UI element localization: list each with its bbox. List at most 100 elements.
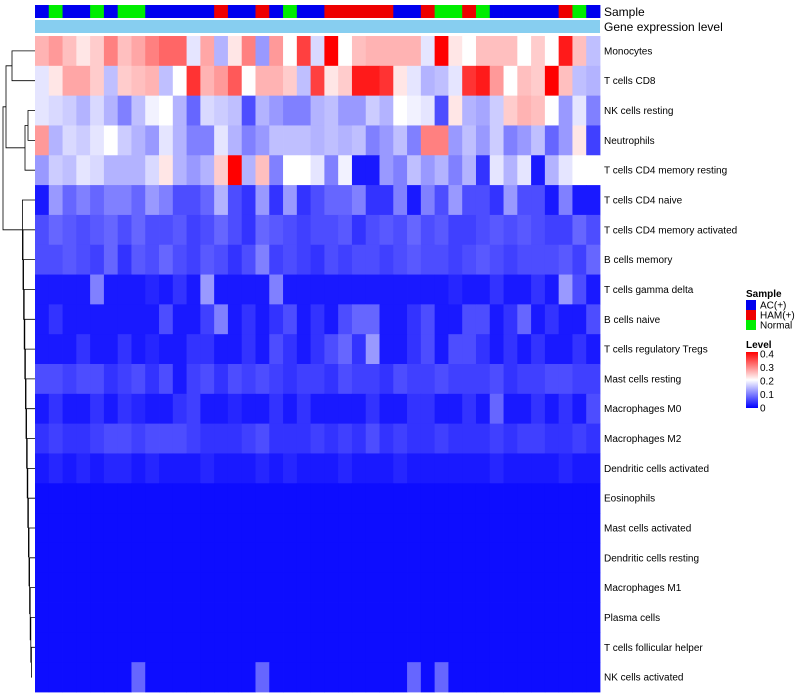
heatmap-cell xyxy=(544,423,560,454)
heatmap-cell xyxy=(310,483,325,514)
heatmap-cell xyxy=(269,453,284,484)
heatmap-cell xyxy=(186,334,201,365)
heatmap-cell xyxy=(241,155,256,186)
heatmap-cell xyxy=(62,513,77,544)
heatmap-cell xyxy=(200,244,215,275)
heatmap-cell xyxy=(489,65,504,97)
heatmap-cell xyxy=(200,214,215,246)
heatmap-cell xyxy=(296,334,312,365)
heatmap-cell xyxy=(269,542,284,574)
heatmap-cell xyxy=(544,483,560,514)
heatmap-cell xyxy=(517,125,532,156)
heatmap-cell xyxy=(159,185,174,216)
heatmap-cell xyxy=(503,185,518,216)
sample-cell xyxy=(407,5,422,18)
heatmap-cell xyxy=(338,572,353,603)
heatmap-cell xyxy=(517,423,532,454)
heatmap-cell xyxy=(324,244,339,275)
heatmap-cell xyxy=(393,95,408,126)
heatmap-cell xyxy=(544,304,560,335)
heatmap-cell xyxy=(283,334,298,365)
heatmap-cell xyxy=(489,632,504,663)
heatmap-cell xyxy=(379,155,394,186)
heatmap-cell xyxy=(255,274,270,305)
heatmap-cell xyxy=(475,304,491,335)
heatmap-cell xyxy=(379,185,394,216)
heatmap-cell xyxy=(448,662,463,693)
heatmap-cell xyxy=(558,125,573,156)
heatmap-cell xyxy=(186,632,201,663)
heatmap-cell xyxy=(544,602,560,633)
heatmap-cell xyxy=(462,572,477,603)
heatmap-cell xyxy=(90,513,105,544)
heatmap-cell xyxy=(393,214,408,246)
legend-sample-title: Sample xyxy=(746,289,782,300)
heatmap-cell xyxy=(351,572,367,603)
heatmap-cell xyxy=(489,453,504,484)
heatmap-cell xyxy=(448,244,463,275)
heatmap-cell xyxy=(159,364,174,395)
heatmap-cell xyxy=(269,393,284,425)
heatmap-cell xyxy=(255,572,270,603)
sample-cell xyxy=(351,5,367,18)
heatmap-cell xyxy=(172,602,187,633)
heatmap-cell xyxy=(586,364,601,395)
heatmap-cell xyxy=(572,244,587,275)
heatmap-cell xyxy=(103,334,119,365)
heatmap-cell xyxy=(131,483,146,514)
heatmap-cell xyxy=(103,244,119,275)
heatmap-cell xyxy=(475,602,491,633)
heatmap-cell xyxy=(145,483,160,514)
heatmap-cell xyxy=(420,95,436,126)
heatmap-cell xyxy=(62,36,77,67)
heatmap-cell xyxy=(572,542,587,574)
heatmap-cell xyxy=(517,483,532,514)
heatmap-cell xyxy=(48,36,63,67)
heatmap-cell xyxy=(324,602,339,633)
heatmap-cell xyxy=(393,125,408,156)
heatmap-cell xyxy=(296,155,312,186)
heatmap-cell xyxy=(48,572,63,603)
heatmap-cell xyxy=(503,65,518,97)
heatmap-cell xyxy=(269,423,284,454)
heatmap-cell xyxy=(310,423,325,454)
heatmap-cell xyxy=(90,304,105,335)
heatmap-cell xyxy=(48,155,63,186)
heatmap-cell xyxy=(200,304,215,335)
heatmap-cell xyxy=(475,393,491,425)
heatmap-cell xyxy=(448,214,463,246)
heatmap-cell xyxy=(503,334,518,365)
heatmap-cell xyxy=(269,483,284,514)
heatmap-cell xyxy=(586,95,601,126)
heatmap-cell xyxy=(558,65,573,97)
row-label: Mast cells activated xyxy=(604,524,691,535)
heatmap-cell xyxy=(434,393,449,425)
heatmap-cell xyxy=(117,393,132,425)
heatmap-cell xyxy=(324,632,339,663)
heatmap-cell xyxy=(35,304,50,335)
heatmap-cell xyxy=(324,364,339,395)
heatmap-cell xyxy=(269,602,284,633)
heatmap-cell xyxy=(310,95,325,126)
heatmap-cell xyxy=(214,602,229,633)
heatmap-cell xyxy=(420,423,436,454)
heatmap-cell xyxy=(475,542,491,574)
heatmap-cell xyxy=(186,364,201,395)
heatmap-cell xyxy=(462,95,477,126)
heatmap-cell xyxy=(159,572,174,603)
heatmap-cell xyxy=(462,36,477,67)
heatmap-cell xyxy=(117,602,132,633)
heatmap-cell xyxy=(544,274,560,305)
heatmap-cell xyxy=(489,244,504,275)
heatmap-cell xyxy=(145,513,160,544)
heatmap-cell xyxy=(324,453,339,484)
heatmap-cell xyxy=(462,542,477,574)
heatmap-cell xyxy=(62,334,77,365)
heatmap-cell xyxy=(586,274,601,305)
heatmap-cell xyxy=(558,423,573,454)
heatmap-cell xyxy=(572,602,587,633)
heatmap-cell xyxy=(324,214,339,246)
heatmap-cell xyxy=(365,334,380,365)
dendrogram-link xyxy=(24,125,35,171)
heatmap-cell xyxy=(255,125,270,156)
